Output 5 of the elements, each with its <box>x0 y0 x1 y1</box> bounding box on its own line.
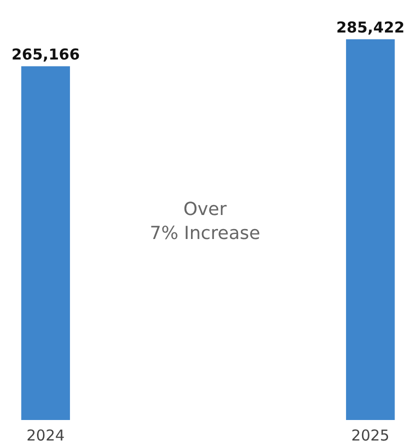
data-label: 265,166 <box>11 45 80 64</box>
x-tick-label: 2024 <box>26 426 65 444</box>
x-tick-label: 2025 <box>351 426 390 444</box>
annotation: Over 7% Increase <box>150 199 260 244</box>
data-label: 285,422 <box>336 18 405 36</box>
